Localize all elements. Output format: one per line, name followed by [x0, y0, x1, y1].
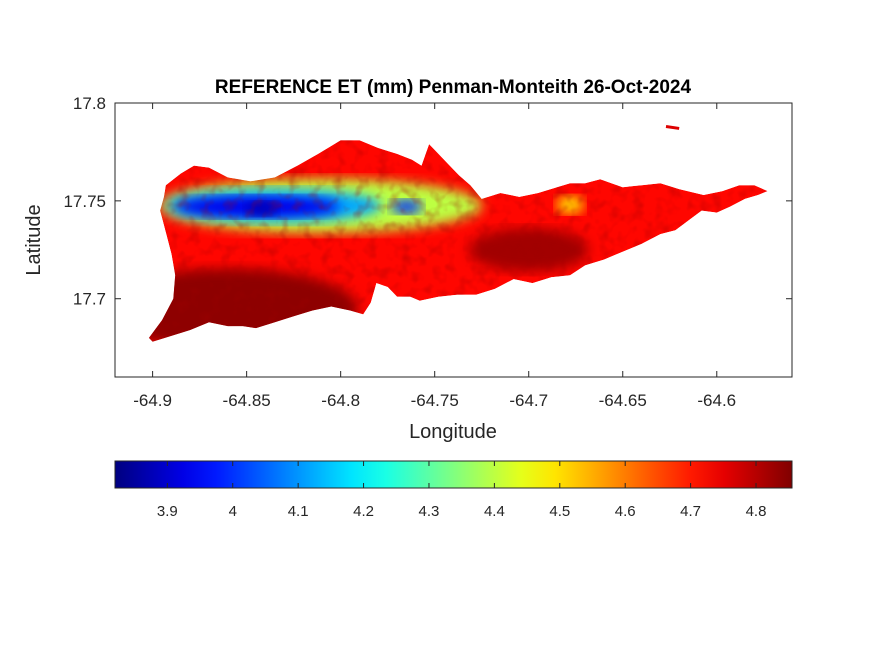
colorbar-ticks: 3.9 4 4.1 4.2 4.3 4.4 4.5 4.6 4.7 4.8 [157, 461, 767, 520]
colorbar-tick-label: 4.5 [549, 503, 570, 520]
y-tick-label: 17.7 [73, 290, 106, 309]
y-axis-label: Latitude [23, 204, 45, 275]
colorbar-tick-label: 4 [229, 503, 237, 520]
x-tick-label: -64.65 [599, 391, 647, 410]
colorbar-tick-label: 4.7 [680, 503, 701, 520]
colorbar-tick-label: 4.1 [288, 503, 309, 520]
x-tick-label: -64.75 [411, 391, 459, 410]
x-axis: -64.9 -64.85 -64.8 -64.75 -64.7 -64.65 -64.6 [133, 103, 736, 410]
islet [665, 125, 680, 130]
y-tick-label: 17.8 [73, 94, 106, 113]
y-tick-label: 17.75 [63, 192, 106, 211]
x-tick-label: -64.8 [321, 391, 360, 410]
colorbar-tick-label: 3.9 [157, 503, 178, 520]
colorbar-tick-label: 4.2 [353, 503, 374, 520]
x-tick-label: -64.9 [133, 391, 172, 410]
x-axis-label: Longitude [409, 421, 497, 443]
x-tick-label: -64.6 [697, 391, 736, 410]
x-tick-label: -64.7 [509, 391, 548, 410]
x-tick-label: -64.85 [223, 391, 271, 410]
colorbar [114, 460, 793, 489]
chart-title: REFERENCE ET (mm) Penman-Monteith 26-Oct… [215, 77, 692, 98]
colorbar-tick-label: 4.8 [746, 503, 767, 520]
colorbar-tick-label: 4.6 [615, 503, 636, 520]
colorbar-tick-label: 4.3 [419, 503, 440, 520]
y-axis: 17.7 17.75 17.8 [63, 94, 792, 309]
colorbar-tick-label: 4.4 [484, 503, 505, 520]
